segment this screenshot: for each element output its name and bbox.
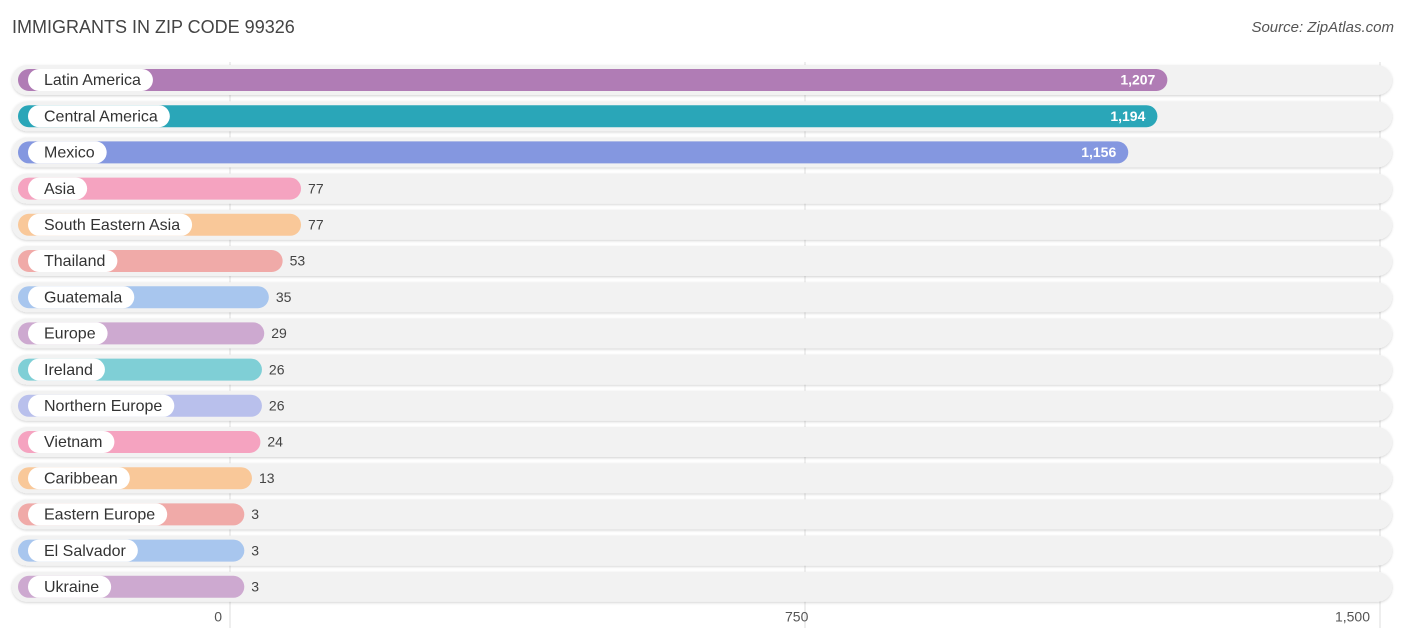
category-label: Eastern Europe — [44, 507, 155, 524]
row-background — [12, 463, 1392, 494]
label-pill — [28, 539, 138, 562]
category-label: Mexico — [44, 145, 95, 162]
category-label: Asia — [44, 181, 75, 198]
label-pill — [28, 286, 135, 309]
bar — [18, 69, 1168, 91]
category-label: Central America — [44, 108, 158, 125]
value-label: 29 — [271, 325, 287, 341]
row-background — [12, 571, 1392, 602]
row-background — [12, 390, 1392, 421]
rows: Latin America 1,207 Central America 1,194 Me… — [12, 65, 1392, 602]
value-label: 53 — [290, 253, 306, 269]
row-background — [12, 246, 1392, 276]
category-label: Latin America — [44, 72, 141, 89]
category-label: El Salvador — [44, 543, 126, 560]
label-pill — [28, 141, 107, 164]
value-label: 77 — [308, 217, 324, 233]
value-label: 3 — [251, 542, 259, 558]
row-background — [12, 499, 1392, 530]
value-label: 26 — [269, 398, 285, 414]
label-pill — [28, 213, 193, 236]
source: Source: ZipAtlas.com — [1251, 19, 1394, 36]
category-label: Guatemala — [44, 289, 122, 306]
value-label: 24 — [267, 434, 283, 450]
category-label: Ireland — [44, 362, 93, 379]
row-background — [12, 535, 1392, 566]
value-label: 26 — [269, 361, 285, 377]
row-background — [12, 173, 1392, 204]
label-pill — [28, 467, 130, 490]
category-label: Vietnam — [44, 434, 102, 451]
category-label: South Eastern Asia — [44, 217, 180, 234]
label-pill — [28, 322, 108, 345]
x-tick-label: 0 — [214, 609, 222, 625]
x-tick-label: 750 — [785, 609, 809, 625]
row-background — [12, 318, 1392, 349]
bar — [18, 141, 1129, 164]
label-pill — [28, 250, 118, 272]
label-pill — [28, 177, 88, 200]
category-label: Northern Europe — [44, 398, 162, 415]
value-label: 77 — [308, 180, 324, 196]
label-pill — [28, 394, 175, 417]
category-label: Ukraine — [44, 579, 99, 596]
chart-title: IMMIGRANTS IN ZIP CODE 99326 — [12, 17, 295, 37]
label-pill — [28, 431, 115, 453]
value-label: 1,207 — [1120, 72, 1155, 88]
category-label: Caribbean — [44, 470, 118, 487]
value-label: 13 — [259, 470, 275, 486]
value-label: 1,156 — [1081, 144, 1116, 160]
value-label: 35 — [276, 289, 292, 305]
label-pill — [28, 575, 112, 598]
value-label: 1,194 — [1110, 108, 1145, 124]
bar — [18, 105, 1158, 128]
label-pill — [28, 105, 170, 128]
label-pill — [28, 69, 153, 91]
label-pill — [28, 358, 105, 381]
bar — [18, 177, 302, 200]
category-label: Thailand — [44, 253, 105, 270]
row-background — [12, 354, 1392, 385]
value-label: 3 — [251, 506, 259, 522]
row-background — [12, 209, 1392, 240]
row-background — [12, 282, 1392, 313]
label-pill — [28, 503, 168, 526]
x-tick-label: 1,500 — [1335, 609, 1370, 625]
row-background — [12, 427, 1392, 457]
value-label: 3 — [251, 579, 259, 595]
category-label: Europe — [44, 326, 96, 343]
